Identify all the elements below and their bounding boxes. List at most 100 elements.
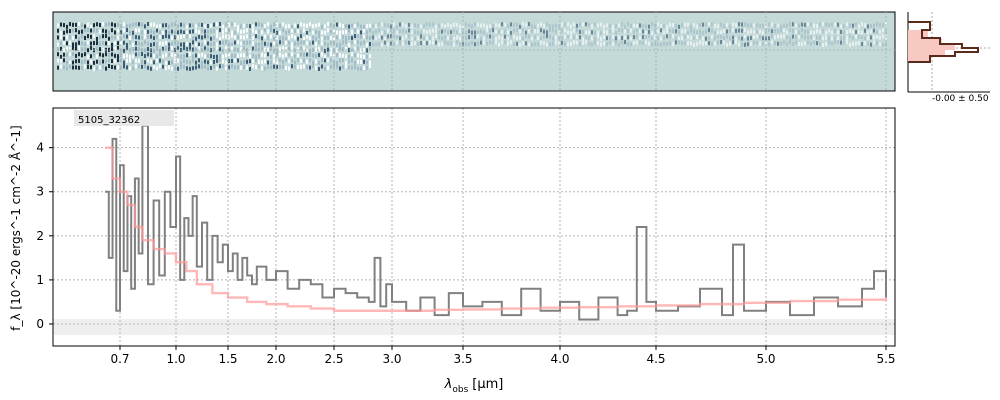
spectrum-2d-pixel	[312, 53, 314, 58]
spectrum-2d-pixel	[753, 35, 755, 40]
spectrum-2d-pixel	[513, 42, 515, 47]
spectrum-2d-pixel	[345, 46, 347, 51]
spectrum-2d-pixel	[684, 34, 686, 39]
spectrum-2d-pixel	[507, 36, 509, 41]
spectrum-2d-pixel	[324, 30, 326, 35]
spectrum-2d-pixel	[93, 41, 95, 46]
spectrum-2d-pixel	[720, 34, 722, 39]
spectrum-2d-pixel	[408, 22, 410, 27]
spectrum-2d-pixel	[336, 35, 338, 40]
spectrum-2d-pixel	[183, 54, 185, 59]
x-tick-label: 1.5	[218, 352, 237, 366]
spectrum-2d-pixel	[207, 66, 209, 71]
spectrum-2d-pixel	[363, 54, 365, 59]
spectrum-2d-pixel	[681, 41, 683, 46]
spectrum-2d-pixel	[870, 23, 872, 28]
spectrum-2d-pixel	[156, 54, 158, 59]
spectrum-2d-pixel	[93, 23, 95, 28]
spectrum-2d-pixel	[87, 34, 89, 39]
spectrum-2d-pixel	[846, 30, 848, 35]
spectrum-2d-pixel	[396, 40, 398, 45]
spectrum-2d-pixel	[204, 34, 206, 39]
spectrum-2d-pixel	[240, 24, 242, 29]
spectrum-2d-pixel	[585, 40, 587, 45]
spectrum-2d-pixel	[234, 30, 236, 35]
spectrum-2d-pixel	[81, 60, 83, 65]
spectrum-2d-pixel	[513, 28, 515, 33]
spectrum-2d-pixel	[165, 29, 167, 34]
spectrum-2d-pixel	[618, 35, 620, 40]
spectrum-2d-pixel	[141, 42, 143, 47]
spectrum-2d-pixel	[120, 40, 122, 45]
spectrum-2d-pixel	[216, 22, 218, 27]
spectrum-2d-pixel	[222, 34, 224, 39]
spectrum-2d-pixel	[447, 23, 449, 28]
spectrum-2d-pixel	[60, 35, 62, 40]
spectrum-2d-pixel	[138, 35, 140, 40]
spectrum-2d-pixel	[117, 58, 119, 63]
spectrum-2d-pixel	[627, 22, 629, 27]
spectrum-2d-pixel	[321, 58, 323, 63]
spectrum-2d-pixel	[876, 41, 878, 46]
spectrum-2d-pixel	[363, 66, 365, 71]
spectrum-2d-pixel	[330, 40, 332, 45]
spectrum-2d-pixel	[81, 29, 83, 34]
spectrum-2d-pixel	[267, 47, 269, 52]
spectrum-2d-pixel	[273, 22, 275, 27]
spectrum-2d-pixel	[306, 65, 308, 70]
spectrum-2d-pixel	[123, 40, 125, 45]
spectrum-2d-pixel	[222, 54, 224, 59]
spectrum-2d-pixel	[831, 36, 833, 41]
spectrum-2d-pixel	[420, 41, 422, 46]
spectrum-2d-pixel	[651, 30, 653, 35]
spectrum-2d-pixel	[360, 34, 362, 39]
spectrum-2d-pixel	[654, 23, 656, 28]
spectrum-2d-pixel	[213, 59, 215, 64]
spectrum-2d-pixel	[570, 24, 572, 29]
spectrum-2d-pixel	[801, 28, 803, 33]
spectrum-2d-pixel	[408, 40, 410, 45]
spectrum-2d-pixel	[60, 58, 62, 63]
spectrum-2d-pixel	[63, 52, 65, 57]
spectrum-2d-pixel	[153, 30, 155, 35]
spectrum-2d-pixel	[666, 24, 668, 29]
spectrum-2d-pixel	[513, 22, 515, 27]
spectrum-2d-pixel	[357, 66, 359, 71]
spectrum-2d-pixel	[834, 35, 836, 40]
spectrum-2d-pixel	[201, 22, 203, 27]
spectrum-2d-pixel	[756, 23, 758, 28]
spectrum-2d-pixel	[333, 60, 335, 65]
spectrum-2d-pixel	[699, 22, 701, 27]
spectrum-2d-pixel	[639, 29, 641, 34]
spectrum-2d-pixel	[870, 29, 872, 34]
spectrum-2d-pixel	[873, 23, 875, 28]
spectrum-2d-pixel	[498, 23, 500, 28]
spectrum-2d-pixel	[147, 41, 149, 46]
spectrum-2d-pixel	[540, 40, 542, 45]
spectrum-2d-pixel	[408, 28, 410, 33]
spectrum-2d-pixel	[192, 66, 194, 71]
spectrum-2d-pixel	[654, 35, 656, 40]
spectrum-2d-pixel	[240, 65, 242, 70]
spectrum-2d-pixel	[360, 41, 362, 46]
spectrum-2d-pixel	[855, 41, 857, 46]
spectrum-2d-pixel	[411, 30, 413, 35]
spectrum-2d-pixel	[279, 46, 281, 51]
spectrum-2d-pixel	[621, 22, 623, 27]
spectrum-2d-pixel	[615, 24, 617, 29]
spectrum-2d-pixel	[204, 54, 206, 59]
spectrum-2d-pixel	[384, 36, 386, 41]
spectrum-2d-pixel	[342, 47, 344, 52]
spectrum-2d-pixel	[285, 24, 287, 29]
spectrum-2d-pixel	[102, 64, 104, 69]
spectrum-2d-pixel	[213, 35, 215, 40]
spectrum-2d-pixel	[279, 35, 281, 40]
spectrum-2d-pixel	[129, 40, 131, 45]
spectrum-2d-pixel	[111, 28, 113, 33]
spectrum-2d-pixel	[705, 29, 707, 34]
spectrum-2d-pixel	[471, 30, 473, 35]
spectrum-2d-pixel	[831, 41, 833, 46]
spectrum-2d-pixel	[69, 40, 71, 45]
spectrum-2d-pixel	[177, 41, 179, 46]
spectrum-2d-pixel	[207, 60, 209, 65]
